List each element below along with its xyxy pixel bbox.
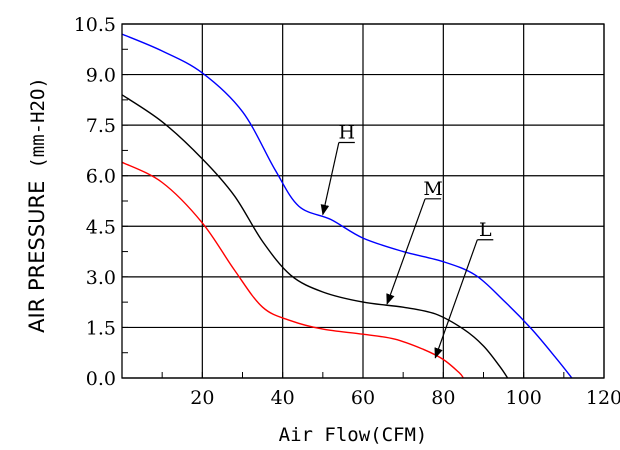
- annotation-arrow: [434, 239, 478, 359]
- curve-m: [121, 94, 509, 379]
- grid-lines: [122, 23, 605, 379]
- annotation-l: L: [434, 219, 494, 359]
- y-axis-label: AIR PRESSURE (mm-H2O): [25, 77, 49, 333]
- x-tick-label: 60: [351, 387, 375, 409]
- y-tick-label: 4.5: [86, 216, 116, 238]
- annotation-arrow: [386, 198, 426, 305]
- x-tick-label: 20: [190, 387, 214, 409]
- x-tick-label: 80: [431, 387, 455, 409]
- annotation-h: H: [320, 121, 356, 216]
- y-tick-label: 7.5: [86, 115, 116, 137]
- annotation-label-h: H: [339, 121, 356, 143]
- y-tick-label: 0.0: [86, 368, 116, 390]
- annotation-arrow: [320, 142, 340, 216]
- y-axis-label-unit: (mm-H2O): [27, 77, 49, 169]
- curve-l: [121, 161, 464, 379]
- y-tick-label: 3.0: [86, 267, 116, 289]
- y-tick-label: 6.0: [86, 166, 116, 188]
- x-tick-label: 40: [271, 387, 295, 409]
- annotation-m: M: [386, 178, 443, 305]
- y-tick-label: 10.5: [74, 14, 116, 36]
- curve-annotations: H M L: [320, 121, 494, 359]
- x-tick-labels: 20 40 60 80 100 120: [190, 387, 620, 409]
- y-tick-label: 1.5: [86, 317, 116, 339]
- x-tick-label: 120: [586, 387, 620, 409]
- x-axis-label: Air Flow(CFM): [279, 424, 428, 446]
- curves: [121, 33, 573, 379]
- y-tick-labels: 0.0 1.5 3.0 4.5 6.0 7.5 9.0 10.5: [74, 14, 116, 390]
- x-tick-label: 100: [506, 387, 542, 409]
- y-tick-label: 9.0: [86, 65, 116, 87]
- plot-frame: [121, 23, 605, 379]
- annotation-label-m: M: [423, 178, 442, 200]
- curve-h: [121, 33, 573, 379]
- y-axis-label-main: AIR PRESSURE: [25, 181, 49, 333]
- annotation-label-l: L: [479, 219, 492, 241]
